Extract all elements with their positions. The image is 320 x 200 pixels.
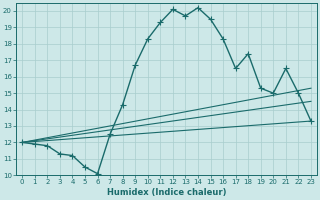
X-axis label: Humidex (Indice chaleur): Humidex (Indice chaleur): [107, 188, 226, 197]
